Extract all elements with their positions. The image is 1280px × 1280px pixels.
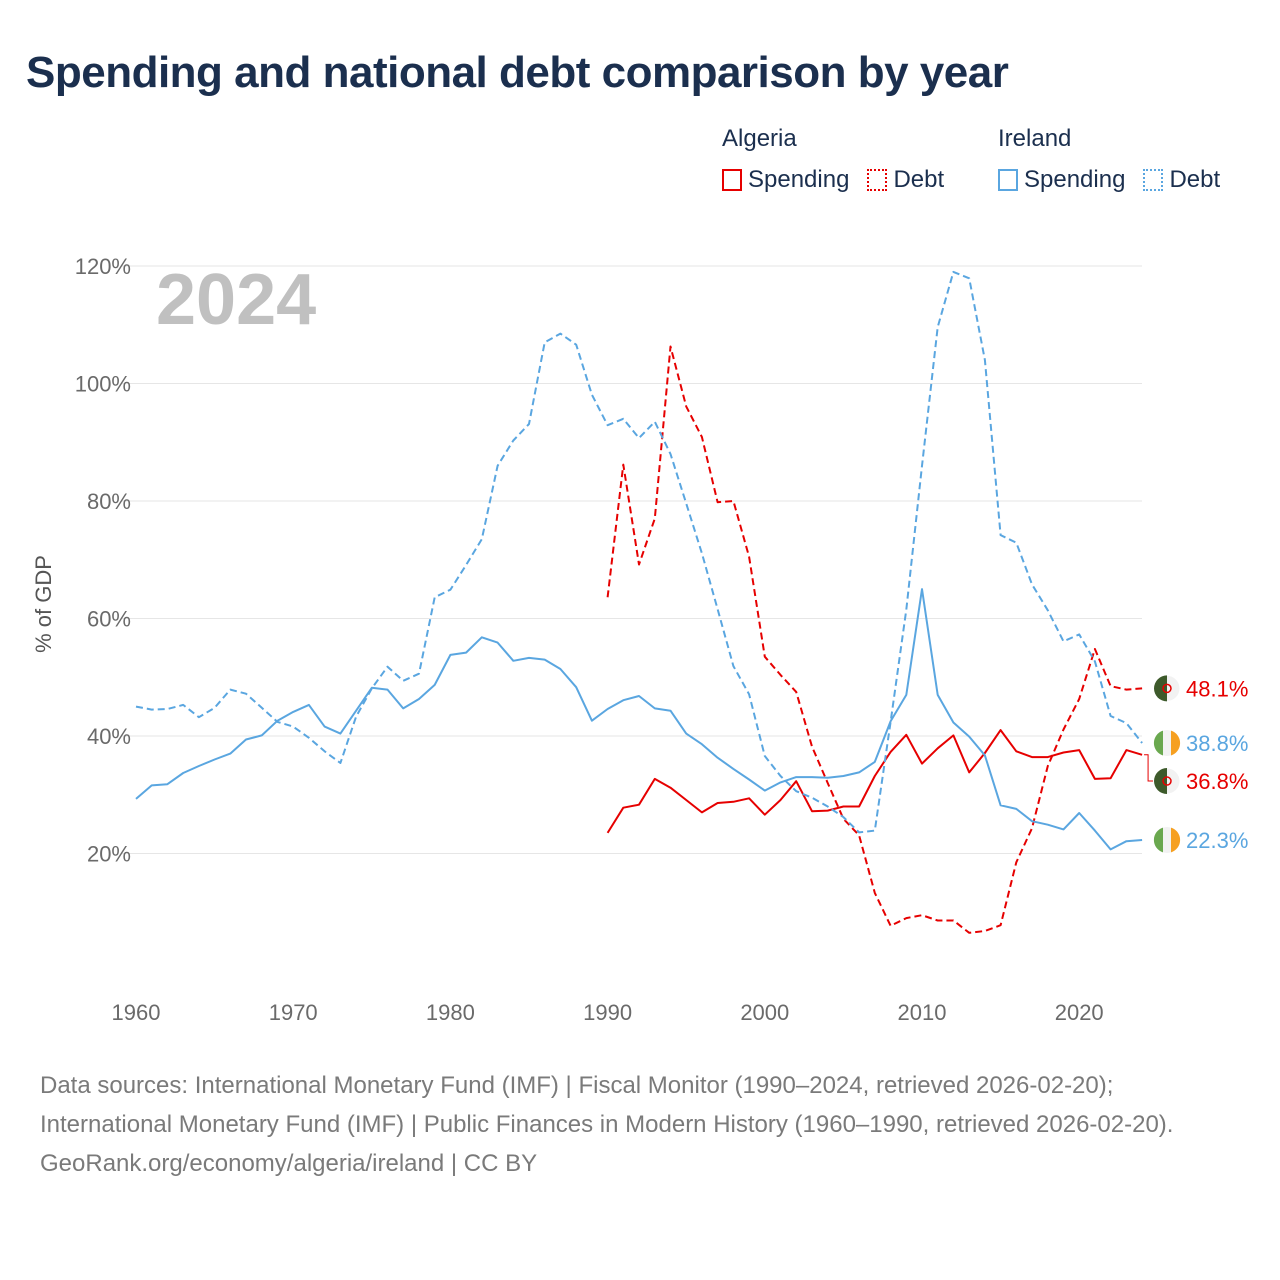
legend-swatch-dotted (867, 169, 888, 191)
y-tick-label: 20% (87, 842, 131, 867)
legend-ireland-spending[interactable]: Spending (998, 166, 1125, 194)
x-tick-label: 1960 (112, 1000, 161, 1025)
algeria-flag-icon (1153, 674, 1181, 702)
legend-algeria-spending[interactable]: Spending (722, 166, 849, 194)
x-tick-label: 2000 (740, 1000, 789, 1025)
algeria-spending-end-label: 36.8% (1186, 769, 1248, 794)
chart-title: Spending and national debt comparison by… (26, 48, 1009, 97)
y-tick-label: 100% (75, 372, 131, 397)
algeria-spending-line[interactable] (606, 729, 1143, 834)
legend-country-ireland: Ireland (998, 125, 1072, 152)
y-axis-label: % of GDP (31, 555, 56, 653)
algeria-debt-end-label: 48.1% (1186, 676, 1248, 701)
x-tick-label: 1970 (269, 1000, 318, 1025)
legend-label: Debt (893, 166, 945, 193)
y-tick-label: 60% (87, 607, 131, 632)
legend-swatch-dotted (1143, 169, 1164, 191)
legend-label: Spending (1024, 166, 1126, 193)
ireland-flag-icon (1153, 826, 1181, 853)
footer: Data sources: International Monetary Fun… (40, 1066, 1240, 1183)
legend-algeria: Algeria Spending Debt (722, 124, 944, 194)
legend-swatch-solid (722, 169, 742, 191)
legend-ireland: Ireland Spending Debt (998, 124, 1220, 194)
attribution: GeoRank.org/economy/algeria/ireland | CC… (40, 1150, 538, 1177)
y-tick-label: 120% (75, 254, 131, 279)
y-tick-label: 80% (87, 489, 131, 514)
y-tick-label: 40% (87, 724, 131, 749)
legend-country-algeria: Algeria (722, 125, 797, 152)
year-watermark: 2024 (156, 260, 316, 340)
ireland-flag-icon (1153, 730, 1181, 757)
end-label-leader (1144, 754, 1153, 782)
ireland-spending-end-label: 22.3% (1186, 828, 1248, 853)
x-tick-label: 1980 (426, 1000, 475, 1025)
series-lines (135, 270, 1143, 934)
axes: 20% 40% 60% 80% 100% 120% 1960 1970 1980 1990 2000… (75, 254, 1104, 1025)
x-tick-label: 1990 (583, 1000, 632, 1025)
x-tick-label: 2020 (1055, 1000, 1104, 1025)
end-labels: 48.1% 38.8% 36.8% 22.3% (1144, 674, 1248, 853)
legend-ireland-debt[interactable]: Debt (1143, 166, 1220, 194)
legend-label: Spending (748, 166, 850, 193)
legend-swatch-solid (998, 169, 1018, 191)
line-chart: 2024 20% 40% 60% 80% 100% 120% 1960 1970 1980 199… (31, 254, 1248, 1025)
ireland-spending-line[interactable] (135, 588, 1143, 851)
legend-label: Debt (1169, 166, 1221, 193)
data-sources: Data sources: International Monetary Fun… (40, 1072, 1174, 1138)
ireland-debt-line[interactable] (135, 270, 1143, 834)
algeria-flag-icon (1153, 767, 1181, 795)
algeria-debt-line[interactable] (606, 345, 1143, 934)
ireland-debt-end-label: 38.8% (1186, 731, 1248, 756)
gridlines (122, 265, 1142, 854)
x-tick-label: 2010 (898, 1000, 947, 1025)
legend-algeria-debt[interactable]: Debt (867, 166, 944, 194)
